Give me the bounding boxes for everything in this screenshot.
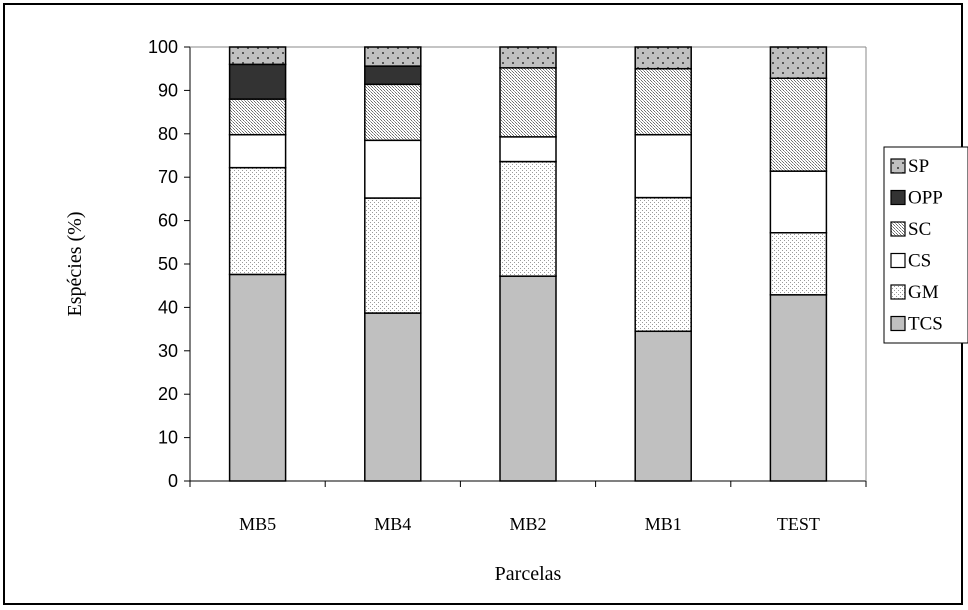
bar-segment-sp-mb1 [634,46,692,70]
legend: SP OPP SC CS GM TCS [883,146,968,344]
bar-segment-opp-mb5 [228,63,287,100]
plot-area: 0 10 20 30 40 50 60 70 80 90 100 MB5 MB4 MB2 MB1 TEST Pa… [64,37,867,585]
bar-segment-opp-mb4 [364,65,422,86]
bar-segment-sp-mb2 [499,46,557,69]
bar-segment-cs-mb2 [499,136,557,163]
x-tick-label: TEST [777,514,820,534]
x-axis-title: Parcelas [495,563,562,585]
y-tick-label: 30 [158,341,178,361]
bar-segment-gm-mb2 [499,160,557,277]
bar-segment-gm-mb5 [228,166,287,276]
y-tick-label: 10 [158,428,178,448]
legend-label-gm: GM [908,282,939,303]
bar-segment-sc-mb5 [228,98,287,136]
legend-label-tcs: TCS [908,314,943,335]
bar-segment-sc-mb4 [364,83,422,142]
legend-label-opp: OPP [908,188,943,209]
bar-segment-cs-mb1 [634,133,692,199]
bar-segment-sp-mb5 [228,46,287,66]
bar-segment-cs-mb5 [228,133,287,169]
y-tick-label: 20 [158,384,178,404]
x-tick-label: MB4 [374,514,411,534]
bar-segment-cs-test [769,170,828,234]
legend-swatch-gm [890,284,906,300]
bar-segment-gm-mb4 [364,197,422,314]
bar-segment-sc-test [769,77,828,172]
bar-segment-gm-test [769,232,828,296]
bar-segment-sc-mb1 [634,67,692,136]
y-tick-label: 0 [168,471,178,491]
y-axis-title: Espécies (%) [64,212,86,317]
x-tick-label: MB5 [239,514,276,534]
bar-segment-tcs-mb1 [634,330,692,482]
bar-segment-tcs-test [769,294,828,482]
legend-swatch-opp [890,189,906,206]
x-tick-label: MB2 [509,514,546,534]
bar-segment-tcs-mb4 [364,312,422,482]
bar-segment-gm-mb1 [634,196,692,333]
legend-label-sp: SP [908,156,929,177]
bar-segment-sp-test [769,46,828,79]
bar-segment-sp-mb4 [364,46,422,67]
y-tick-label: 70 [158,167,178,187]
legend-swatch-sc [890,221,906,237]
legend-swatch-cs [890,252,906,269]
legend-box [883,146,968,344]
legend-swatch-sp [890,158,906,174]
legend-label-sc: SC [908,219,931,240]
y-tick-label: 50 [158,254,178,274]
bar-segment-cs-mb4 [364,139,422,199]
y-tick-label: 100 [148,37,178,57]
bar-segment-tcs-mb5 [228,273,287,482]
y-tick-label: 60 [158,211,178,231]
bar-segment-tcs-mb2 [499,275,557,482]
y-tick-label: 40 [158,297,178,317]
legend-label-cs: CS [908,251,931,272]
legend-swatch-tcs [890,315,906,332]
y-tick-label: 90 [158,80,178,100]
y-tick-label: 80 [158,124,178,144]
bar-segment-sc-mb2 [499,67,557,138]
x-tick-label: MB1 [645,514,682,534]
